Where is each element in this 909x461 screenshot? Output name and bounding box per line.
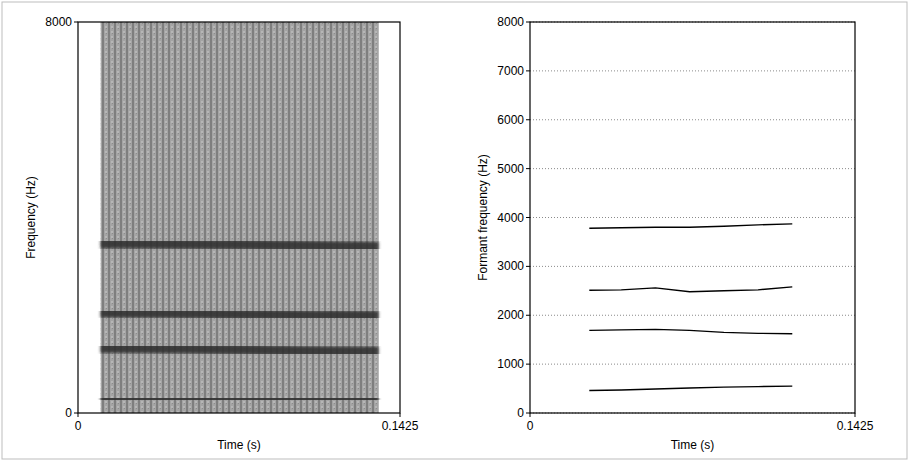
- y-tick: [526, 168, 530, 169]
- y-tick-label: 5000: [497, 162, 524, 176]
- grid-line: [530, 168, 855, 169]
- plot-bg: [530, 22, 855, 413]
- y-tick: [526, 364, 530, 365]
- spectral-band: [101, 348, 379, 351]
- panel-1: 0 1000 2000 3000 4000 5000 6000 7000 8000 0 0.1425…: [476, 15, 874, 452]
- x-axis-title: Time (s): [671, 438, 715, 452]
- x-tick: [400, 413, 401, 417]
- y-axis-title: Formant frequency (Hz): [476, 154, 490, 281]
- y-tick-label: 4000: [497, 211, 524, 225]
- y-axis-title: Frequency (Hz): [24, 176, 38, 259]
- plot-frame: [78, 22, 400, 413]
- y-tick-label: 6000: [497, 113, 524, 127]
- y-tick: [74, 413, 78, 414]
- x-tick: [530, 413, 531, 417]
- plot-area: [101, 22, 379, 413]
- grid-line: [530, 364, 855, 365]
- y-tick-label: 8000: [497, 15, 524, 29]
- y-tick: [526, 413, 530, 414]
- formant-track: [589, 224, 792, 228]
- y-tick: [74, 22, 78, 23]
- plot-area: [589, 224, 792, 391]
- y-tick: [526, 217, 530, 218]
- formant-track: [589, 287, 792, 292]
- plot-frame: [530, 22, 855, 413]
- spectral-band: [101, 313, 379, 316]
- y-tick: [526, 70, 530, 71]
- y-tick: [526, 266, 530, 267]
- x-tick-label: 0.1425: [382, 419, 419, 433]
- spectrogram-bg: [101, 22, 379, 413]
- y-tick: [526, 315, 530, 316]
- y-tick: [526, 22, 530, 23]
- y-tick-label: 2000: [497, 308, 524, 322]
- figure: 0 8000 0 0.1425 Time (s) Frequency (Hz) 0 1000 2…: [0, 0, 909, 461]
- spectral-band: [101, 243, 379, 246]
- x-tick-label: 0.1425: [837, 419, 874, 433]
- y-tick-label: 8000: [45, 15, 72, 29]
- x-axis-title: Time (s): [217, 438, 261, 452]
- y-tick-label: 7000: [497, 64, 524, 78]
- y-tick-label: 3000: [497, 259, 524, 273]
- x-tick: [855, 413, 856, 417]
- y-tick: [526, 119, 530, 120]
- x-tick-label: 0: [527, 419, 534, 433]
- grid-line: [530, 315, 855, 316]
- grid-line: [530, 217, 855, 218]
- formant-track: [589, 386, 792, 390]
- x-tick-label: 0: [75, 419, 82, 433]
- outer-border: [2, 2, 907, 459]
- y-tick-label: 1000: [497, 357, 524, 371]
- grid-line: [530, 266, 855, 267]
- panel-0: 0 8000 0 0.1425 Time (s) Frequency (Hz): [24, 15, 419, 452]
- spectral-band: [101, 392, 379, 405]
- grid-line: [530, 70, 855, 71]
- plot-bg: [78, 22, 400, 413]
- x-tick: [78, 413, 79, 417]
- y-tick-label: 0: [65, 406, 72, 420]
- y-tick-label: 0: [517, 406, 524, 420]
- formant-track: [589, 329, 792, 333]
- grid-line: [530, 119, 855, 120]
